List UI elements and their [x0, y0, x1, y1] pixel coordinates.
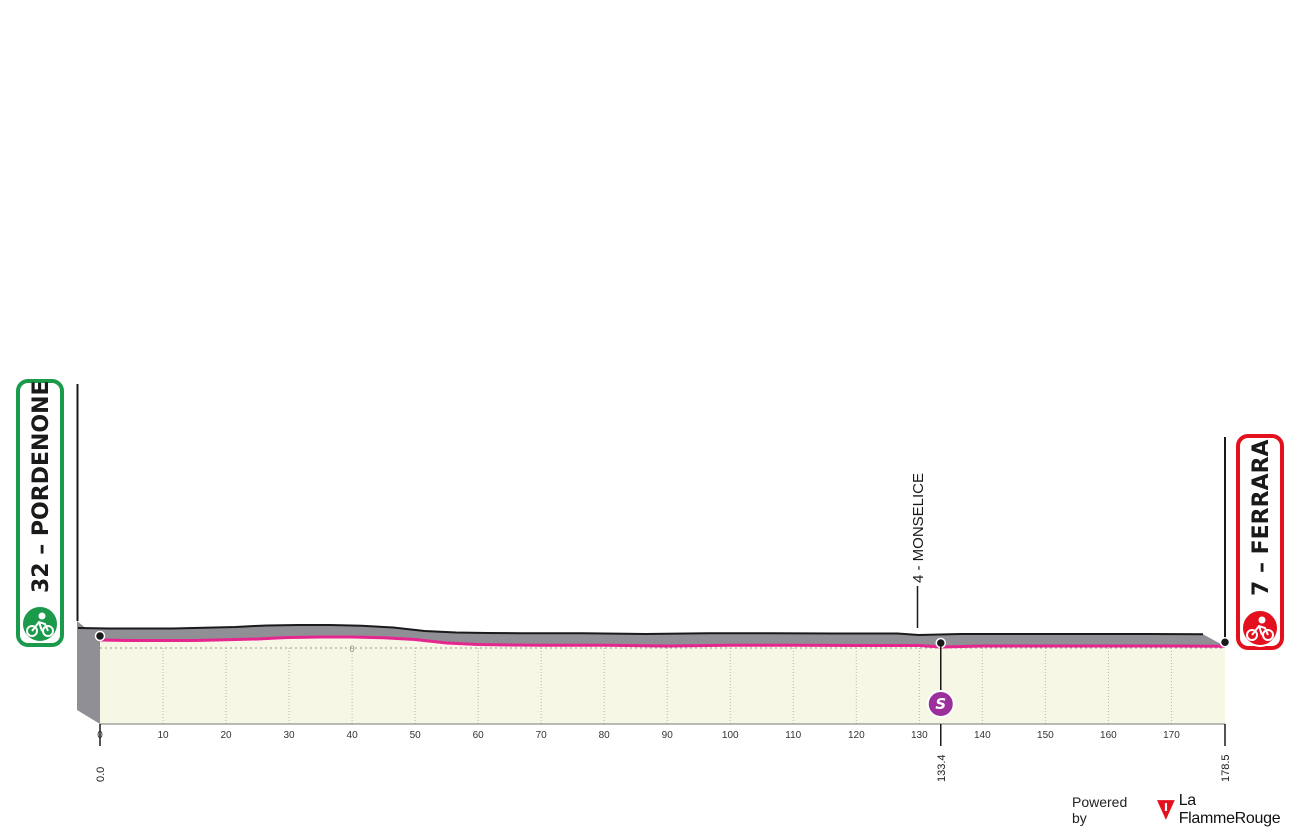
km-marker-dot	[94, 630, 106, 642]
tick-label: 100	[722, 730, 739, 741]
tick-label: 60	[473, 730, 485, 741]
tick-label: 160	[1100, 730, 1117, 741]
km-tick-labels: 0102030405060708090100110120130140150160…	[97, 730, 1180, 741]
tick-label: 40	[347, 730, 359, 741]
finish-label: 7 – FERRARA	[1249, 439, 1274, 596]
profile-left-side	[77, 621, 100, 724]
km-grid	[162, 648, 1172, 724]
cyclist-icon	[26, 612, 54, 637]
km-marker-dot	[1219, 637, 1231, 648]
tick-label: 150	[1037, 730, 1054, 741]
profile-ground	[100, 637, 1225, 724]
tick-label: 90	[662, 730, 674, 741]
km-marker-label: 0.0	[95, 767, 107, 782]
tick-label: 80	[599, 730, 611, 741]
sprint-marker: S	[926, 643, 955, 718]
tick-label: 110	[785, 730, 801, 741]
tick-label: 120	[848, 730, 865, 741]
tick-label: 170	[1163, 730, 1180, 741]
start-badge: 32 – PORDENONE	[16, 379, 64, 647]
tick-label: 20	[220, 730, 232, 741]
profile-altitude-line	[99, 635, 1226, 649]
flamme-rouge-logo-icon	[1156, 800, 1175, 820]
profile-top-edge	[77, 624, 1204, 637]
tick-label: 70	[536, 730, 548, 741]
sprint-icon	[926, 690, 955, 718]
km-marker-label: 133.4	[936, 754, 948, 782]
powered-by-label: Powered by	[1072, 794, 1128, 826]
sprint-letter: S	[935, 695, 946, 713]
tick-label: 10	[157, 730, 169, 741]
cyclist-icon-finish	[1246, 616, 1274, 641]
tick-label: 130	[911, 730, 928, 741]
brand-name: La FlammeRouge	[1178, 792, 1281, 827]
km-marker-label: 178.5	[1220, 754, 1232, 782]
powered-by: Powered by La FlammeRouge	[1072, 792, 1300, 827]
tick-label: 30	[284, 730, 296, 741]
tick-label: 50	[410, 730, 422, 741]
waypoint-label: 4 - MONSELICE	[910, 473, 927, 583]
km-markers: 0.0 133.4 178.5	[94, 630, 1232, 782]
start-label: 32 – PORDENONE	[29, 380, 54, 593]
altitude-ref-label: 0	[349, 644, 354, 654]
tick-label: 140	[974, 730, 991, 741]
finish-badge: 7 – FERRARA	[1236, 434, 1284, 650]
